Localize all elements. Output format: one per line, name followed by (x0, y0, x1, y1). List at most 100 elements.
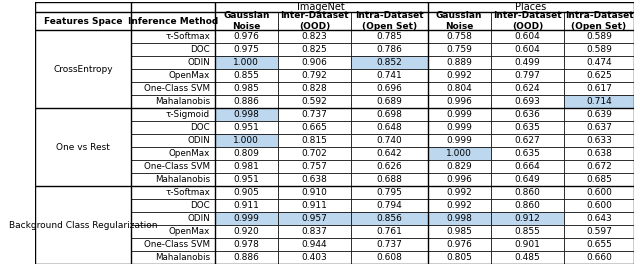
Bar (278, 95, 351, 108)
Text: 0.804: 0.804 (446, 84, 472, 93)
Text: 0.855: 0.855 (515, 227, 540, 236)
Bar (564, 186, 634, 199)
Bar (278, 238, 351, 251)
Text: 0.981: 0.981 (234, 162, 259, 171)
Bar (428, 30, 491, 43)
Bar (214, 121, 278, 134)
Bar (278, 199, 351, 212)
Bar (278, 173, 351, 186)
Text: 0.665: 0.665 (301, 123, 328, 132)
Text: 0.604: 0.604 (515, 32, 540, 41)
Text: 0.655: 0.655 (586, 240, 612, 249)
Text: 0.910: 0.910 (301, 188, 328, 197)
Text: 0.635: 0.635 (515, 149, 540, 158)
Text: Mahalanobis: Mahalanobis (155, 253, 210, 262)
Bar (214, 134, 278, 147)
Bar (564, 251, 634, 264)
Text: 0.795: 0.795 (376, 188, 403, 197)
Bar (131, 56, 214, 69)
Text: 0.976: 0.976 (234, 32, 259, 41)
Text: 0.761: 0.761 (376, 227, 403, 236)
Text: 0.627: 0.627 (515, 136, 540, 145)
Text: 0.951: 0.951 (234, 123, 259, 132)
Bar (131, 251, 214, 264)
Bar (131, 212, 214, 225)
Bar (214, 173, 278, 186)
Bar (131, 238, 214, 251)
Bar (214, 43, 278, 56)
Text: τ-Sigmoid: τ-Sigmoid (166, 110, 210, 119)
Bar (564, 30, 634, 43)
Bar (564, 238, 634, 251)
Text: 0.696: 0.696 (376, 84, 403, 93)
Text: 0.714: 0.714 (586, 97, 612, 106)
Text: Background Class Regularization: Background Class Regularization (9, 221, 157, 230)
Bar (428, 2, 634, 12)
Bar (491, 43, 564, 56)
Text: 0.589: 0.589 (586, 45, 612, 54)
Text: τ-Softmax: τ-Softmax (165, 188, 210, 197)
Text: 0.633: 0.633 (586, 136, 612, 145)
Text: 0.794: 0.794 (376, 201, 402, 210)
Bar (428, 212, 491, 225)
Text: OpenMax: OpenMax (168, 149, 210, 158)
Text: 0.886: 0.886 (234, 253, 259, 262)
Bar (131, 147, 214, 160)
Bar (131, 134, 214, 147)
Text: Inter-Dataset
(OOD): Inter-Dataset (OOD) (493, 11, 562, 31)
Bar (351, 56, 428, 69)
Bar (351, 95, 428, 108)
Text: 0.617: 0.617 (586, 84, 612, 93)
Bar (428, 160, 491, 173)
Bar (491, 225, 564, 238)
Bar (351, 69, 428, 82)
Text: 0.992: 0.992 (446, 188, 472, 197)
Bar (214, 30, 278, 43)
Text: 0.792: 0.792 (301, 71, 328, 80)
Text: Inter-Dataset
(OOD): Inter-Dataset (OOD) (280, 11, 349, 31)
Text: 0.624: 0.624 (515, 84, 540, 93)
Text: One-Class SVM: One-Class SVM (144, 162, 210, 171)
Text: 0.797: 0.797 (515, 71, 540, 80)
Text: 0.737: 0.737 (301, 110, 328, 119)
Text: Gaussian
Noise: Gaussian Noise (436, 11, 483, 31)
Bar (351, 238, 428, 251)
Text: 0.996: 0.996 (446, 97, 472, 106)
Bar (351, 82, 428, 95)
Bar (564, 95, 634, 108)
Text: 0.785: 0.785 (376, 32, 403, 41)
Bar (351, 147, 428, 160)
Text: 0.672: 0.672 (586, 162, 612, 171)
Bar (428, 82, 491, 95)
Text: 0.649: 0.649 (515, 175, 540, 184)
Bar (564, 160, 634, 173)
Bar (278, 160, 351, 173)
Bar (131, 30, 214, 43)
Bar (428, 43, 491, 56)
Bar (564, 82, 634, 95)
Bar (351, 225, 428, 238)
Text: ImageNet: ImageNet (297, 2, 345, 12)
Bar (491, 212, 564, 225)
Bar (351, 30, 428, 43)
Text: DOC: DOC (190, 201, 210, 210)
Bar (351, 251, 428, 264)
Text: 0.592: 0.592 (301, 97, 328, 106)
Bar (214, 251, 278, 264)
Bar (564, 56, 634, 69)
Text: 0.635: 0.635 (515, 123, 540, 132)
Text: 1.000: 1.000 (234, 136, 259, 145)
Bar (351, 108, 428, 121)
Text: 0.403: 0.403 (301, 253, 328, 262)
Text: 0.638: 0.638 (301, 175, 328, 184)
Bar (428, 108, 491, 121)
Text: 0.805: 0.805 (446, 253, 472, 262)
Text: 0.604: 0.604 (515, 45, 540, 54)
Bar (278, 186, 351, 199)
Text: 0.998: 0.998 (234, 110, 259, 119)
Text: 0.637: 0.637 (586, 123, 612, 132)
Bar (491, 134, 564, 147)
Bar (35, 2, 131, 12)
Text: 0.852: 0.852 (376, 58, 402, 67)
Bar (564, 69, 634, 82)
